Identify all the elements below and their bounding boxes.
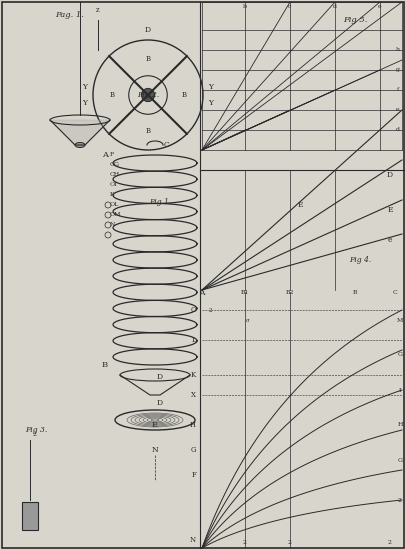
Text: E: E	[386, 206, 392, 214]
Polygon shape	[50, 120, 110, 145]
Text: 2: 2	[387, 540, 391, 544]
Circle shape	[141, 89, 154, 102]
Text: D: D	[157, 399, 163, 407]
Text: D: D	[145, 26, 151, 34]
Text: 2: 2	[397, 498, 401, 503]
Text: b: b	[242, 4, 247, 9]
Text: C: C	[392, 290, 396, 295]
Text: G: G	[396, 353, 401, 358]
Text: F: F	[110, 152, 114, 157]
Text: σ: σ	[245, 317, 249, 322]
Text: B: B	[109, 91, 115, 99]
Text: e: e	[395, 107, 399, 113]
Text: D: D	[157, 373, 163, 381]
Text: B: B	[352, 290, 356, 295]
Text: f: f	[396, 87, 398, 92]
Text: c: c	[288, 4, 291, 9]
Text: B: B	[145, 126, 150, 135]
Text: g: g	[395, 68, 399, 73]
Text: B2: B2	[285, 290, 294, 295]
Ellipse shape	[75, 142, 85, 147]
Text: O: O	[190, 306, 196, 314]
Text: 2: 2	[208, 307, 211, 312]
Text: M: M	[396, 317, 402, 322]
Text: CH: CH	[110, 173, 120, 178]
Text: OL: OL	[110, 202, 119, 207]
Text: OI: OI	[110, 183, 117, 188]
Text: A: A	[199, 289, 204, 297]
Text: A: A	[102, 151, 108, 159]
Text: z: z	[96, 6, 100, 14]
Text: 2: 2	[33, 432, 37, 437]
Text: B: B	[145, 55, 150, 63]
Text: Fig 1.: Fig 1.	[149, 198, 171, 206]
Text: e: e	[387, 236, 391, 244]
Text: G: G	[396, 458, 401, 463]
Text: Y: Y	[82, 83, 87, 91]
Text: 2: 2	[287, 540, 291, 544]
Text: D: D	[386, 171, 392, 179]
Text: Y: Y	[208, 99, 213, 107]
Bar	[22, 502, 38, 530]
Text: L: L	[191, 336, 196, 344]
Text: K: K	[110, 192, 114, 197]
Text: N: N	[151, 446, 158, 454]
Text: h: h	[395, 47, 399, 52]
Text: Fig 4.: Fig 4.	[348, 256, 370, 264]
Text: GG: GG	[110, 162, 120, 168]
Text: 2: 2	[243, 540, 246, 544]
Text: K: K	[190, 371, 196, 379]
Text: Y: Y	[208, 83, 213, 91]
Text: E: E	[151, 421, 158, 429]
Text: H: H	[396, 422, 402, 427]
Text: d: d	[332, 4, 336, 9]
Text: OM: OM	[110, 212, 121, 217]
Text: N: N	[190, 536, 196, 544]
Text: Fig 5.: Fig 5.	[342, 16, 366, 24]
Text: Fig 3.: Fig 3.	[25, 426, 47, 434]
Text: B1: B1	[240, 290, 249, 295]
Text: F: F	[191, 471, 196, 479]
Text: B: B	[102, 361, 108, 369]
Text: G: G	[190, 446, 196, 454]
Text: C: C	[164, 141, 169, 149]
Text: Fig 2.: Fig 2.	[136, 91, 159, 99]
Text: Pag. 1.: Pag. 1.	[55, 11, 84, 19]
Text: H: H	[190, 421, 196, 429]
Text: e: e	[377, 4, 381, 9]
Text: N: N	[110, 223, 115, 228]
Text: d: d	[395, 128, 399, 133]
Text: B: B	[181, 91, 186, 99]
Text: E: E	[296, 201, 302, 209]
Text: X: X	[190, 391, 196, 399]
Text: Y: Y	[82, 99, 87, 107]
Text: I: I	[398, 388, 400, 393]
